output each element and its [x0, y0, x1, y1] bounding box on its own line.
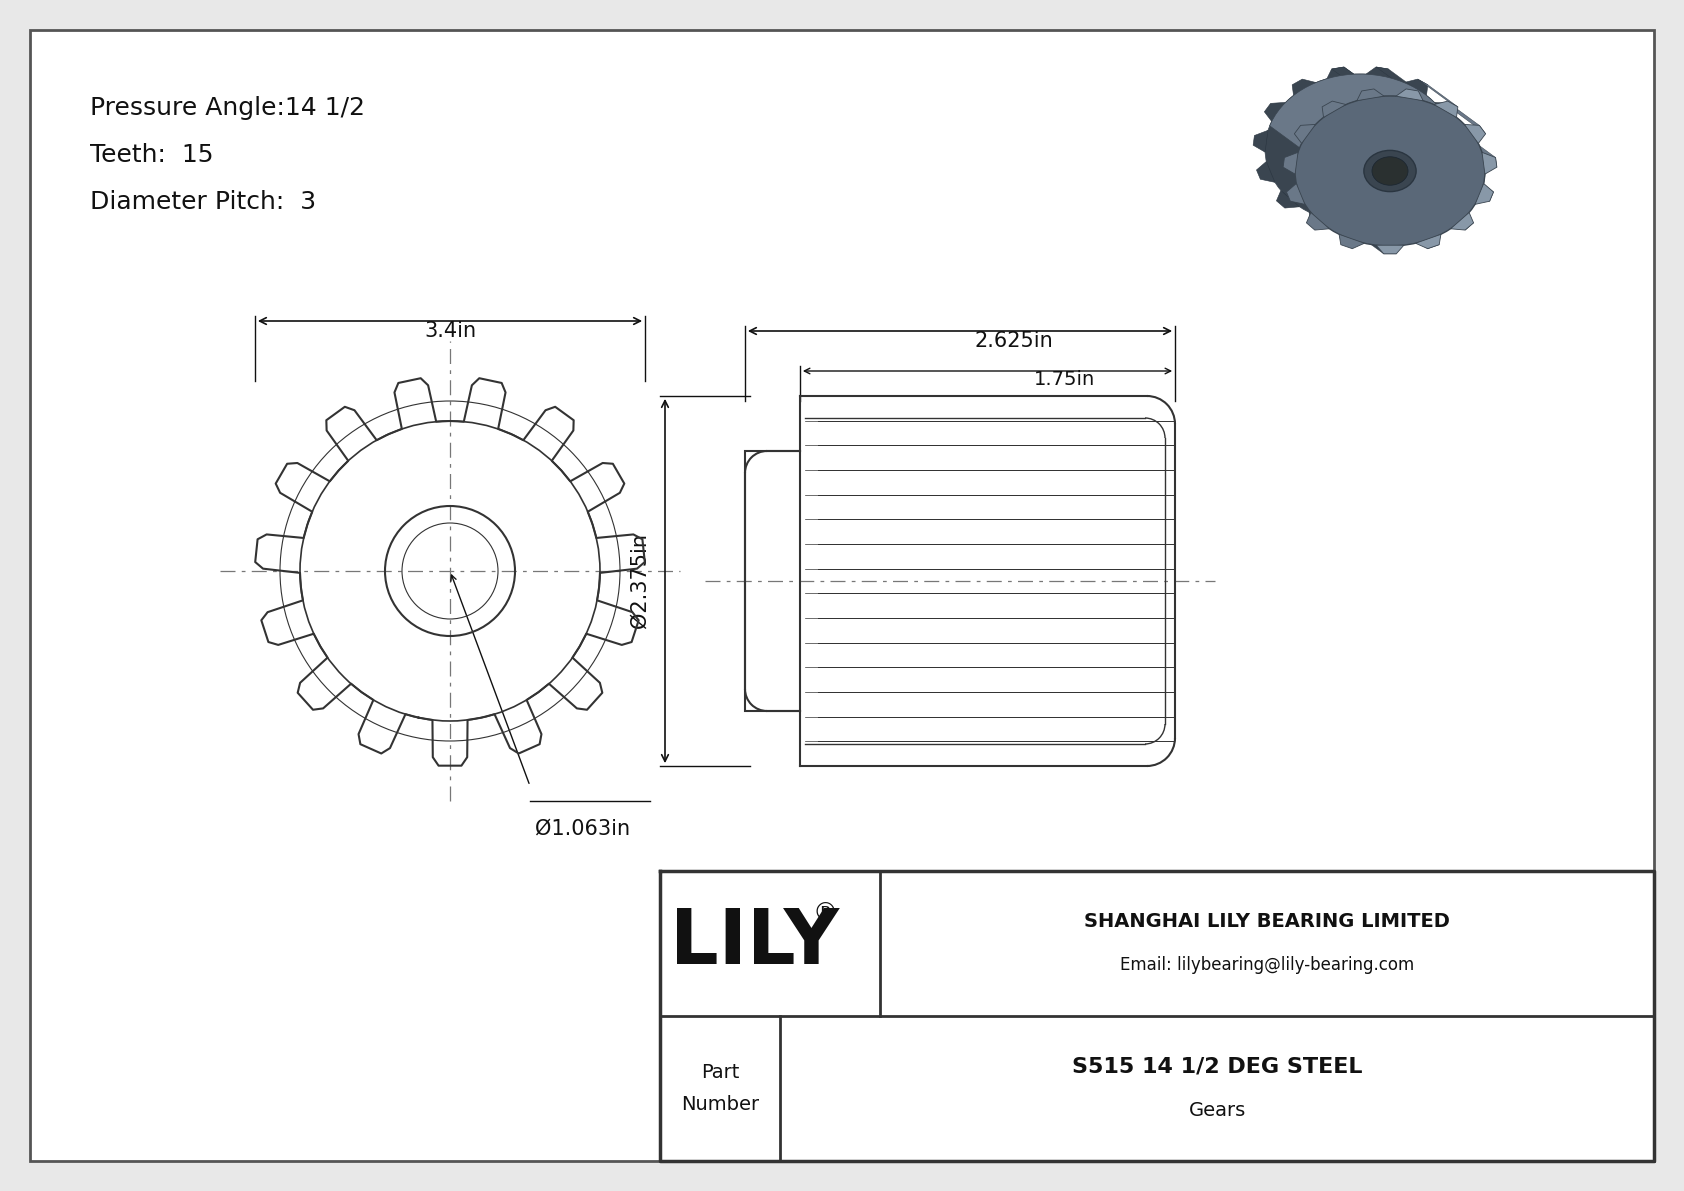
Text: LILY: LILY [670, 906, 840, 980]
Polygon shape [1398, 223, 1440, 249]
Polygon shape [1421, 191, 1443, 208]
Polygon shape [1465, 124, 1485, 143]
Polygon shape [1376, 67, 1418, 91]
Ellipse shape [1364, 150, 1416, 192]
Text: Ø2.375in: Ø2.375in [630, 534, 650, 629]
Text: 2.625in: 2.625in [975, 331, 1052, 351]
Polygon shape [1460, 170, 1494, 201]
Polygon shape [1450, 104, 1485, 133]
Polygon shape [1435, 201, 1474, 230]
Text: ®: ® [812, 902, 837, 925]
Polygon shape [1357, 89, 1384, 101]
Polygon shape [1475, 183, 1494, 205]
Polygon shape [1376, 245, 1404, 254]
Polygon shape [1322, 101, 1346, 118]
Ellipse shape [1372, 157, 1408, 186]
Polygon shape [1435, 102, 1455, 121]
Polygon shape [1416, 235, 1442, 249]
Polygon shape [1265, 102, 1285, 121]
Polygon shape [1354, 232, 1396, 254]
Polygon shape [1253, 130, 1268, 152]
Polygon shape [1450, 212, 1474, 230]
Text: Pressure Angle:14 1/2: Pressure Angle:14 1/2 [89, 96, 365, 120]
Text: Gears: Gears [1189, 1100, 1246, 1120]
Polygon shape [1482, 152, 1497, 174]
Text: 3.4in: 3.4in [424, 322, 477, 341]
Text: SHANGHAI LILY BEARING LIMITED: SHANGHAI LILY BEARING LIMITED [1084, 912, 1450, 931]
Polygon shape [1327, 67, 1354, 79]
Polygon shape [1346, 223, 1374, 232]
Text: Email: lilybearing@lily-bearing.com: Email: lilybearing@lily-bearing.com [1120, 956, 1415, 974]
Polygon shape [1339, 235, 1364, 249]
Polygon shape [1332, 67, 1374, 91]
Polygon shape [1270, 74, 1485, 194]
Text: Diameter Pitch:  3: Diameter Pitch: 3 [89, 191, 317, 214]
Polygon shape [1295, 124, 1315, 143]
Text: Teeth:  15: Teeth: 15 [89, 143, 214, 167]
Polygon shape [1283, 152, 1298, 174]
Text: 1.75in: 1.75in [1034, 370, 1095, 389]
Polygon shape [30, 30, 1654, 1161]
Polygon shape [1445, 162, 1463, 182]
Polygon shape [1404, 79, 1428, 95]
Polygon shape [1308, 212, 1334, 226]
Polygon shape [1396, 89, 1423, 101]
Ellipse shape [1295, 96, 1485, 247]
Polygon shape [1386, 212, 1411, 226]
Polygon shape [1256, 162, 1275, 182]
Text: Part
Number: Part Number [680, 1064, 759, 1114]
Text: S515 14 1/2 DEG STEEL: S515 14 1/2 DEG STEEL [1071, 1056, 1362, 1077]
Polygon shape [1292, 79, 1315, 95]
Polygon shape [1465, 136, 1497, 167]
Polygon shape [1276, 191, 1300, 208]
Polygon shape [1418, 79, 1458, 107]
Polygon shape [1307, 212, 1329, 230]
Ellipse shape [1265, 74, 1455, 224]
Polygon shape [1452, 130, 1467, 152]
Polygon shape [1435, 101, 1458, 118]
Polygon shape [1366, 67, 1393, 79]
Polygon shape [1287, 183, 1305, 205]
Text: Ø1.063in: Ø1.063in [536, 819, 630, 838]
